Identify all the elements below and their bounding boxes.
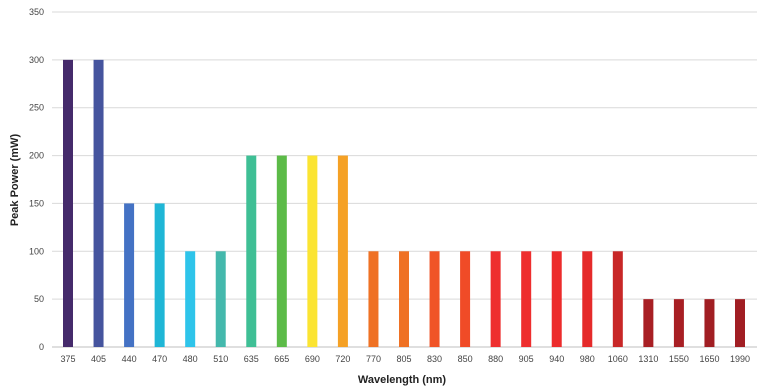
x-axis-title: Wavelength (nm)	[358, 374, 447, 386]
y-axis-title: Peak Power (mW)	[9, 134, 21, 227]
x-tick-label: 665	[274, 354, 289, 364]
x-tick-label: 850	[458, 354, 473, 364]
x-tick-label: 905	[519, 354, 534, 364]
bar-510	[215, 251, 226, 347]
bar-880	[490, 251, 501, 347]
x-tick-label: 405	[91, 354, 106, 364]
bar-665	[276, 155, 287, 347]
bar-830	[429, 251, 440, 347]
bar-980	[582, 251, 593, 347]
x-tick-label: 690	[305, 354, 320, 364]
bar-1060	[612, 251, 623, 347]
bar-635	[246, 155, 257, 347]
y-tick-label: 350	[29, 7, 44, 17]
bar-375	[63, 59, 73, 347]
x-tick-label: 510	[213, 354, 228, 364]
x-tick-label: 470	[152, 354, 167, 364]
x-tick-label: 805	[396, 354, 411, 364]
y-tick-label: 50	[34, 294, 44, 304]
bar-850	[460, 251, 471, 347]
x-tick-label: 980	[580, 354, 595, 364]
y-tick-label: 0	[39, 342, 44, 352]
bar-470	[154, 203, 165, 347]
x-tick-label: 720	[335, 354, 350, 364]
y-axis-ticks: 0 50 100 150 200 250 300 350	[29, 7, 44, 352]
x-tick-label: 635	[244, 354, 259, 364]
bar-480	[185, 251, 196, 347]
y-tick-label: 100	[29, 246, 44, 256]
bar-405	[93, 59, 104, 347]
x-tick-label: 440	[122, 354, 137, 364]
bar-1310	[643, 299, 654, 347]
y-tick-label: 250	[29, 103, 44, 113]
x-tick-label: 880	[488, 354, 503, 364]
bar-690	[307, 155, 318, 347]
x-tick-label: 1060	[608, 354, 628, 364]
x-tick-label: 480	[183, 354, 198, 364]
x-tick-label: 940	[549, 354, 564, 364]
x-tick-label: 1550	[669, 354, 689, 364]
bar-1550	[673, 299, 684, 347]
y-tick-label: 150	[29, 198, 44, 208]
bar-805	[399, 251, 409, 347]
bar-940	[551, 251, 562, 347]
bar-770	[368, 251, 379, 347]
x-tick-label: 1990	[730, 354, 750, 364]
x-tick-label: 375	[60, 354, 75, 364]
x-tick-label: 1650	[699, 354, 719, 364]
bar-440	[124, 203, 135, 347]
bar-1990	[735, 299, 745, 347]
y-tick-label: 200	[29, 151, 44, 161]
bars	[63, 59, 745, 347]
bar-905	[521, 251, 532, 347]
x-tick-label: 830	[427, 354, 442, 364]
x-axis-ticks: 375 405 440 470 480 510 635 665 690 720 770 805 830 8…	[60, 354, 750, 364]
bar-1650	[704, 299, 715, 347]
bar-720	[337, 155, 348, 347]
x-tick-label: 770	[366, 354, 381, 364]
y-tick-label: 300	[29, 55, 44, 65]
x-tick-label: 1310	[638, 354, 658, 364]
